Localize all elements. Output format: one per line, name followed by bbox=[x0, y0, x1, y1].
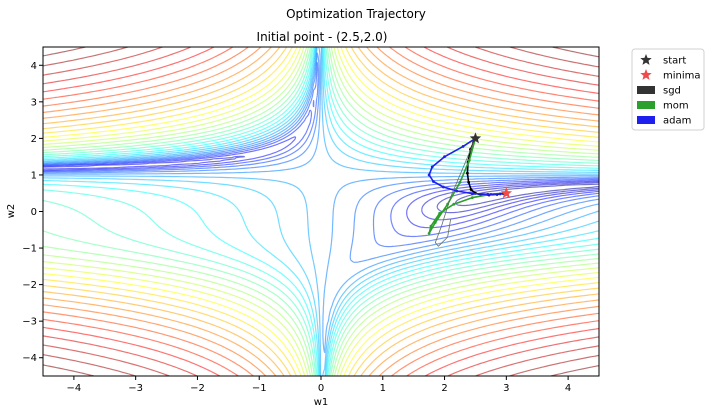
legend-label: sgd bbox=[663, 86, 681, 97]
chart-suptitle: Optimization Trajectory bbox=[286, 7, 426, 21]
x-tick-label: −4 bbox=[67, 383, 82, 394]
legend-label: adam bbox=[663, 116, 691, 127]
series-point bbox=[486, 192, 490, 196]
contour-level bbox=[43, 47, 599, 376]
trajectories bbox=[427, 136, 508, 247]
series-point bbox=[438, 211, 442, 215]
series-point bbox=[433, 221, 437, 224]
series-line-mom bbox=[428, 138, 504, 235]
legend-swatch bbox=[637, 101, 655, 109]
contour-level bbox=[43, 47, 599, 376]
legend-swatch bbox=[640, 54, 652, 65]
contour-level bbox=[43, 47, 599, 376]
contour-level bbox=[43, 47, 599, 376]
contour-lines bbox=[43, 47, 599, 376]
contour-level bbox=[43, 47, 599, 376]
point-markers bbox=[469, 132, 513, 199]
contour-level bbox=[43, 47, 599, 376]
series-point bbox=[470, 192, 474, 195]
contour-level bbox=[43, 100, 599, 238]
series-point bbox=[427, 173, 431, 177]
y-tick-label: 2 bbox=[31, 134, 37, 145]
series-point bbox=[469, 188, 473, 191]
series-point bbox=[467, 158, 471, 162]
x-tick-label: 3 bbox=[503, 383, 509, 394]
series-line-path bbox=[434, 138, 476, 247]
y-tick-label: 4 bbox=[31, 61, 37, 72]
contour-level bbox=[43, 47, 599, 376]
contour-level bbox=[43, 62, 599, 248]
y-tick-label: 1 bbox=[31, 170, 37, 181]
legend-label: mom bbox=[663, 101, 689, 112]
legend-swatch bbox=[637, 86, 655, 94]
y-tick-label: 3 bbox=[31, 97, 37, 108]
contour-level bbox=[43, 47, 599, 376]
series-point bbox=[470, 196, 474, 200]
contour-level bbox=[43, 47, 599, 376]
contour-level bbox=[43, 47, 599, 376]
x-axis: −4 −3 −2 −1 0 1 2 3 4 bbox=[67, 376, 571, 394]
contour-level bbox=[43, 47, 599, 376]
series-point bbox=[466, 171, 469, 175]
legend-swatch bbox=[637, 116, 655, 124]
contour-level bbox=[43, 47, 599, 376]
legend-label: minima bbox=[663, 71, 701, 82]
series-point bbox=[498, 192, 502, 196]
contour-level bbox=[43, 52, 599, 263]
legend-swatch bbox=[640, 69, 652, 80]
y-axis: −4 −3 −2 −1 0 1 2 3 4 bbox=[22, 61, 43, 364]
x-tick-label: 4 bbox=[565, 383, 571, 394]
x-tick-label: 0 bbox=[318, 383, 324, 394]
x-tick-label: −3 bbox=[128, 383, 143, 394]
contour-level bbox=[43, 47, 599, 376]
minima-marker bbox=[500, 187, 513, 199]
y-tick-label: 0 bbox=[31, 207, 37, 218]
contour-level bbox=[43, 47, 599, 376]
contour-level bbox=[43, 47, 599, 376]
y-tick-label: −2 bbox=[22, 280, 37, 291]
legend-label: start bbox=[663, 56, 686, 67]
series-line-adam bbox=[428, 137, 507, 196]
contour-level bbox=[43, 47, 599, 376]
x-tick-label: −2 bbox=[190, 383, 205, 394]
x-axis-label: w1 bbox=[314, 397, 329, 408]
chart-title: Initial point - (2.5,2.0) bbox=[257, 30, 388, 44]
contour-level bbox=[43, 47, 599, 376]
series-point bbox=[429, 224, 433, 228]
series-point bbox=[427, 232, 431, 235]
y-tick-label: −4 bbox=[22, 353, 37, 364]
y-tick-label: −3 bbox=[22, 317, 37, 328]
x-tick-label: 2 bbox=[441, 383, 447, 394]
x-tick-label: −1 bbox=[252, 383, 267, 394]
legend: start minima sgd mom adam bbox=[631, 48, 705, 131]
series-point bbox=[432, 180, 435, 183]
x-tick-label: 1 bbox=[380, 383, 386, 394]
contour-level bbox=[43, 47, 599, 376]
contour-level bbox=[43, 47, 599, 353]
y-tick-label: −1 bbox=[22, 244, 37, 255]
contour-level bbox=[43, 47, 599, 376]
contour-level bbox=[43, 47, 599, 376]
series-point bbox=[455, 189, 459, 193]
contour-level bbox=[43, 47, 599, 376]
contour-level bbox=[43, 155, 599, 221]
series-point bbox=[441, 185, 445, 189]
y-axis-label: w2 bbox=[6, 204, 17, 219]
contour-level bbox=[43, 136, 599, 229]
contour-level bbox=[43, 47, 599, 376]
series-point bbox=[443, 155, 446, 159]
contour-level bbox=[43, 47, 599, 376]
series-point bbox=[430, 165, 434, 169]
series-point bbox=[461, 145, 465, 148]
series-point bbox=[452, 202, 456, 206]
contour-level bbox=[43, 47, 599, 376]
series-point bbox=[458, 180, 462, 184]
legend-box bbox=[631, 48, 705, 131]
series-point bbox=[467, 180, 471, 184]
start-marker bbox=[469, 132, 482, 144]
contour-level bbox=[454, 183, 599, 207]
